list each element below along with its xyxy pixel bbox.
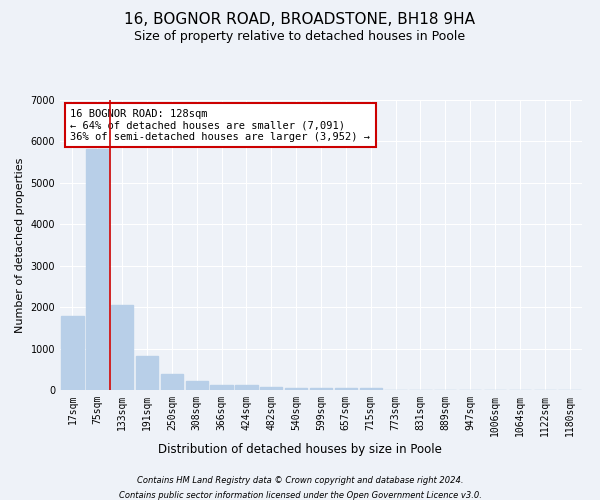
Text: 16 BOGNOR ROAD: 128sqm
← 64% of detached houses are smaller (7,091)
36% of semi-: 16 BOGNOR ROAD: 128sqm ← 64% of detached…: [70, 108, 370, 142]
Bar: [111, 304, 133, 390]
Bar: [161, 374, 183, 390]
Bar: [136, 356, 158, 390]
Text: Contains HM Land Registry data © Crown copyright and database right 2024.: Contains HM Land Registry data © Crown c…: [137, 476, 463, 485]
Text: Size of property relative to detached houses in Poole: Size of property relative to detached ho…: [134, 30, 466, 43]
Text: 16, BOGNOR ROAD, BROADSTONE, BH18 9HA: 16, BOGNOR ROAD, BROADSTONE, BH18 9HA: [125, 12, 476, 28]
Bar: [359, 388, 382, 390]
Bar: [211, 385, 233, 390]
Bar: [310, 388, 332, 390]
Bar: [260, 387, 283, 390]
Bar: [235, 386, 257, 390]
Y-axis label: Number of detached properties: Number of detached properties: [15, 158, 25, 332]
Bar: [285, 388, 307, 390]
Text: Distribution of detached houses by size in Poole: Distribution of detached houses by size …: [158, 442, 442, 456]
Bar: [86, 149, 109, 390]
Bar: [185, 381, 208, 390]
Bar: [61, 316, 83, 390]
Text: Contains public sector information licensed under the Open Government Licence v3: Contains public sector information licen…: [119, 491, 481, 500]
Bar: [335, 388, 357, 390]
